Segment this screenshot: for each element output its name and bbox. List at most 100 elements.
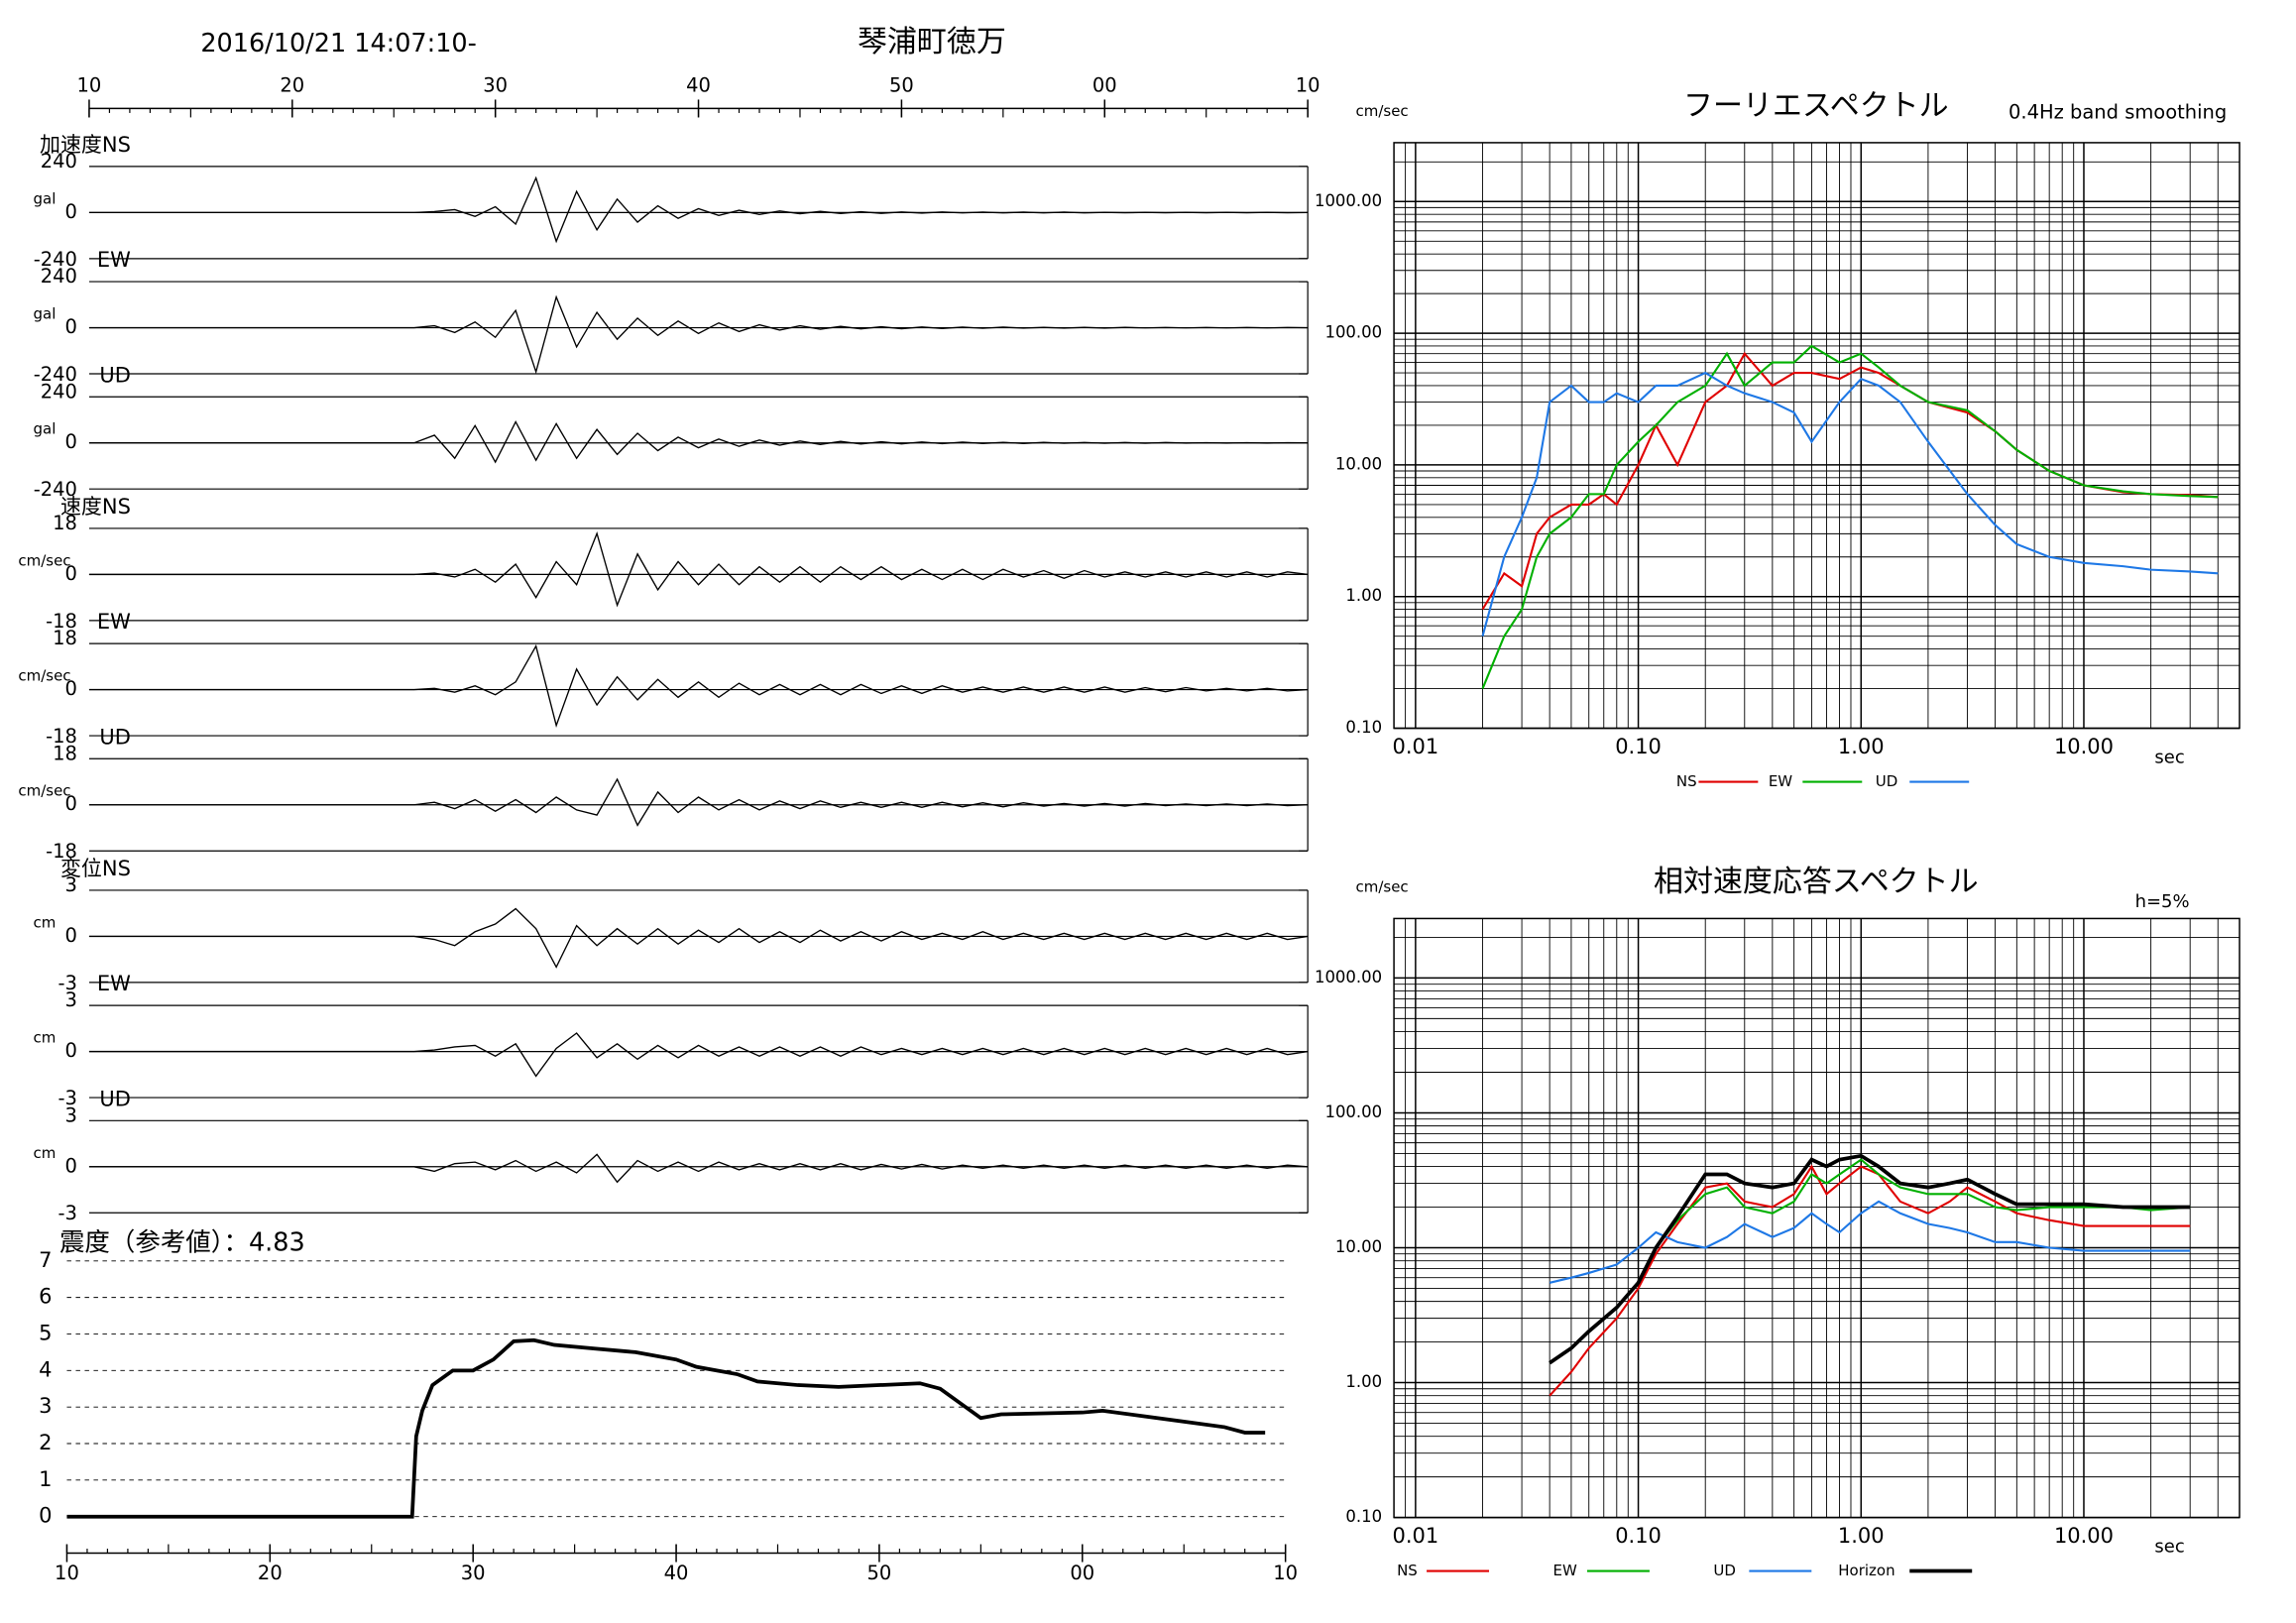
waveform-trace	[88, 419, 1309, 464]
y-tick-label: -3	[58, 1087, 77, 1109]
x-tick-label: 40	[664, 1562, 689, 1584]
y-tick-label: 10.00	[1335, 1237, 1382, 1256]
y-tick-label: -240	[34, 248, 77, 271]
waveform-trace	[88, 643, 1309, 729]
y-axis-label: cm/sec	[1356, 102, 1409, 120]
x-tick-label: 10.00	[2054, 1524, 2114, 1548]
unit-label: cm	[34, 1029, 57, 1047]
y-tick-label: 3	[39, 1394, 52, 1418]
legend-label: EW	[1552, 1562, 1576, 1579]
y-tick-label: 2	[39, 1431, 52, 1454]
component-label: EW	[97, 248, 131, 272]
chart-title: フーリエスペクトル	[1683, 88, 1949, 123]
y-tick-label: 6	[39, 1285, 52, 1309]
component-label: UD	[99, 1087, 130, 1110]
y-tick-label: 0	[65, 677, 77, 700]
damping-note: h=5%	[2135, 891, 2190, 912]
y-tick-label: 3	[65, 988, 77, 1011]
x-tick-label: 00	[1092, 73, 1117, 96]
spectrum-line	[1549, 1200, 2191, 1284]
plot-frame	[1393, 142, 2240, 730]
y-tick-label: 0	[65, 315, 77, 338]
x-tick-label: 10	[77, 73, 102, 96]
chart-title: 相対速度応答スペクトル	[1654, 865, 1979, 899]
y-tick-label: 18	[53, 627, 77, 649]
legend-label: NS	[1676, 772, 1697, 790]
legend-label: EW	[1769, 772, 1792, 790]
chart-subtitle: 0.4Hz band smoothing	[2009, 100, 2227, 123]
unit-label: cm/sec	[18, 551, 70, 569]
unit-label: cm	[34, 1144, 57, 1162]
component-label: 速度NS	[60, 495, 131, 519]
y-tick-label: 240	[41, 150, 77, 173]
y-tick-label: 0	[65, 430, 77, 453]
x-tick-label: 1.00	[1838, 735, 1885, 758]
component-label: EW	[97, 972, 131, 995]
x-tick-label: 0.01	[1393, 735, 1439, 758]
spectrum-line	[1549, 1158, 2191, 1364]
component-label: 変位NS	[60, 857, 131, 880]
y-tick-label: 1.00	[1345, 1372, 1382, 1391]
x-tick-label: 00	[1070, 1562, 1094, 1584]
x-tick-label: 10	[1296, 73, 1320, 96]
y-tick-label: 0	[65, 200, 77, 223]
y-tick-label: 100.00	[1324, 323, 1382, 342]
x-tick-label: 20	[280, 73, 304, 96]
y-tick-label: 5	[39, 1321, 52, 1344]
spectrum-line	[1481, 344, 2219, 689]
y-tick-label: 4	[39, 1357, 52, 1381]
chart-title: 震度（参考値）：4.83	[59, 1228, 305, 1258]
y-axis-label: cm/sec	[1356, 877, 1409, 895]
x-tick-label: 30	[461, 1562, 486, 1584]
legend-label: Horizon	[1838, 1562, 1894, 1579]
y-tick-label: 1	[39, 1467, 52, 1491]
component-label: UD	[99, 363, 130, 387]
y-tick-label: 0	[39, 1504, 52, 1528]
y-tick-label: 0.10	[1345, 1507, 1382, 1526]
waveform-trace	[88, 907, 1309, 969]
y-tick-label: -18	[46, 840, 77, 863]
y-tick-label: -3	[58, 972, 77, 994]
x-tick-label: 20	[258, 1562, 283, 1584]
waveform-trace	[88, 1032, 1309, 1078]
spectrum-line	[1549, 1153, 2191, 1365]
y-tick-label: 10.00	[1335, 454, 1382, 473]
x-tick-label: 50	[867, 1562, 892, 1584]
y-tick-label: 1000.00	[1315, 968, 1382, 986]
waveform-trace	[88, 530, 1309, 608]
y-tick-label: 7	[39, 1248, 52, 1272]
y-tick-label: 0	[65, 924, 77, 947]
x-tick-label: 30	[483, 73, 508, 96]
x-tick-label: 0.10	[1615, 1524, 1662, 1548]
y-tick-label: 0	[65, 1039, 77, 1062]
y-tick-label: 3	[65, 1103, 77, 1126]
x-axis-label: sec	[2154, 1537, 2184, 1558]
intensity-line	[66, 1337, 1266, 1519]
unit-label: gal	[34, 305, 57, 323]
station-title: 琴浦町徳万	[858, 25, 1006, 59]
header-date: 2016/10/21 14:07:10-	[200, 29, 476, 58]
plot-frame	[1393, 917, 2240, 1519]
spectrum-line	[1549, 1164, 2191, 1397]
x-tick-label: 1.00	[1838, 1524, 1885, 1548]
y-tick-label: 0	[65, 562, 77, 585]
waveform-trace	[88, 1153, 1309, 1184]
unit-label: gal	[34, 189, 57, 207]
unit-label: cm	[34, 913, 57, 931]
y-tick-label: 240	[41, 265, 77, 288]
x-axis-label: sec	[2154, 748, 2184, 768]
legend-label: UD	[1876, 772, 1898, 790]
y-tick-label: -240	[34, 478, 77, 501]
legend-label: UD	[1713, 1562, 1736, 1579]
unit-label: cm/sec	[18, 782, 70, 800]
y-tick-label: 0	[65, 792, 77, 815]
unit-label: cm/sec	[18, 667, 70, 685]
legend-label: NS	[1397, 1562, 1418, 1579]
y-tick-label: 0.10	[1345, 718, 1382, 737]
unit-label: gal	[34, 420, 57, 438]
x-tick-label: 10.00	[2054, 735, 2114, 758]
x-tick-label: 0.01	[1393, 1524, 1439, 1548]
y-tick-label: -240	[34, 363, 77, 386]
y-tick-label: 100.00	[1324, 1102, 1382, 1121]
y-tick-label: 1.00	[1345, 586, 1382, 605]
